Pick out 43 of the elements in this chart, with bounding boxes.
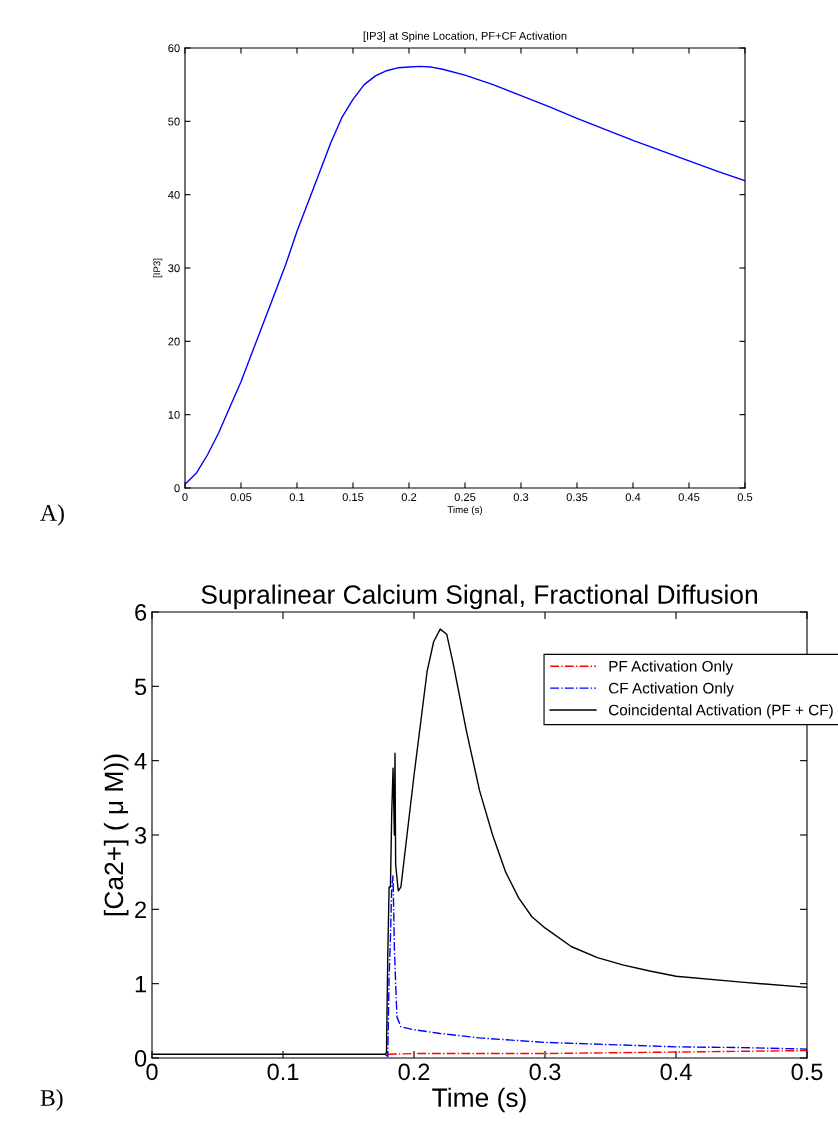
x-tick-label: 0.25 — [454, 493, 476, 502]
y-tick-label: 2 — [135, 901, 146, 918]
x-tick-label: 0.3 — [529, 1063, 561, 1081]
y-tick-label: 60 — [168, 44, 180, 53]
x-tick-label: 0.05 — [230, 493, 252, 502]
y-tick-label: 30 — [168, 264, 180, 273]
chart-title: [IP3] at Spine Location, PF+CF Activation — [363, 31, 567, 42]
x-axis-title: Time (s) — [447, 506, 483, 516]
x-tick-label: 0.35 — [566, 493, 588, 502]
x-tick-label: 0.15 — [342, 493, 364, 502]
x-tick-label: 0.5 — [791, 1063, 823, 1081]
text: A) — [40, 504, 64, 526]
x-tick-label: 0.2 — [398, 1063, 430, 1081]
y-tick-label: 0 — [134, 1050, 147, 1067]
y-axis-title: [Ca2+] ( μ M)) — [103, 754, 129, 916]
x-tick-label: 0 — [146, 1063, 158, 1081]
x-tick-label: 0.2 — [401, 493, 417, 502]
x-tick-label: 0.45 — [678, 493, 700, 502]
x-tick-label: 0.3 — [513, 493, 529, 502]
x-tick-label: 0 — [182, 493, 188, 502]
y-tick-label: 4 — [134, 752, 147, 770]
y-tick-label: 50 — [168, 117, 180, 126]
text: B) — [40, 1089, 63, 1111]
legend-label: CF Activation Only — [608, 682, 734, 697]
legend-label: Coincidental Activation (PF + CF) — [608, 704, 833, 719]
y-axis-title: [IP3] — [153, 258, 163, 278]
x-tick-label: 0.5 — [737, 493, 753, 502]
chart-title: Supralinear Calcium Signal, Fractional Diffusion — [201, 584, 757, 610]
line-series — [384, 875, 807, 1058]
x-tick-label: 0.4 — [660, 1063, 692, 1081]
y-tick-label: 10 — [168, 410, 180, 419]
legend-label: PF Activation Only — [609, 660, 733, 675]
y-tick-label: 5 — [134, 678, 147, 696]
x-axis-title: Time (s) — [432, 1087, 526, 1113]
y-tick-label: 20 — [168, 337, 180, 346]
x-tick-label: 0.1 — [267, 1063, 299, 1081]
y-tick-label: 1 — [135, 975, 146, 993]
y-tick-label: 3 — [134, 827, 147, 844]
y-tick-label: 6 — [135, 604, 147, 621]
y-tick-label: 0 — [174, 484, 180, 493]
x-tick-label: 0.4 — [625, 493, 641, 502]
x-tick-label: 0.1 — [289, 493, 305, 502]
y-tick-label: 40 — [168, 190, 180, 199]
